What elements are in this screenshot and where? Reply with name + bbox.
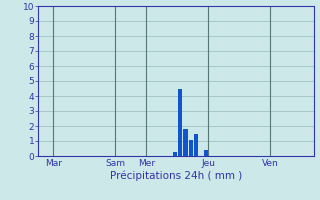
- Bar: [183, 129, 188, 156]
- Bar: [194, 134, 198, 156]
- Bar: [189, 140, 193, 156]
- Bar: [204, 150, 208, 156]
- Bar: [178, 88, 182, 156]
- Bar: [173, 152, 177, 156]
- X-axis label: Précipitations 24h ( mm ): Précipitations 24h ( mm ): [110, 171, 242, 181]
